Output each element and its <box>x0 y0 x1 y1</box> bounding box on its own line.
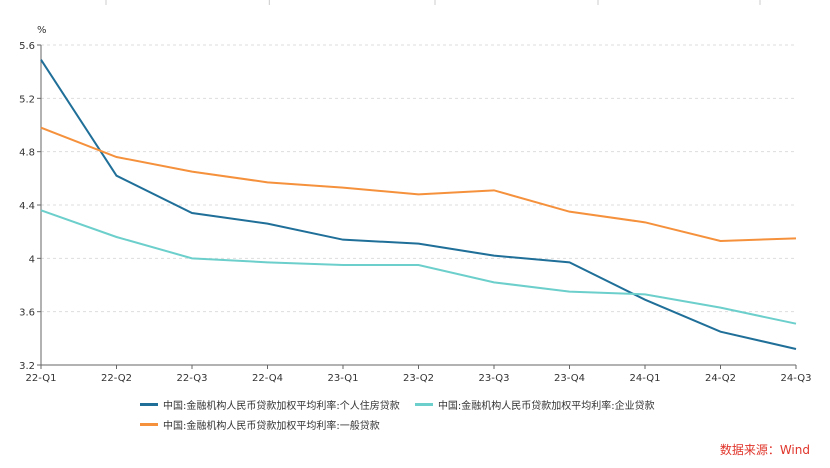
series-line-1 <box>40 209 797 325</box>
data-source: 数据来源：Wind <box>719 443 810 457</box>
legend-label: 中国:金融机构人民币贷款加权平均利率:个人住房贷款 <box>163 400 400 412</box>
x-tick-label: 24-Q3 <box>781 373 812 384</box>
legend-swatch <box>414 402 433 406</box>
legend-item-general: 中国:金融机构人民币贷款加权平均利率:一般贷款 <box>140 414 380 434</box>
y-axis-unit: % <box>37 25 47 36</box>
x-tick-label: 23-Q1 <box>328 373 359 384</box>
y-tick-label: 5.2 <box>19 94 35 105</box>
legend-label: 中国:金融机构人民币贷款加权平均利率:一般贷款 <box>163 420 380 432</box>
x-tick-label: 22-Q4 <box>252 373 283 384</box>
x-tick-label: 22-Q2 <box>101 373 132 384</box>
legend: 中国:金融机构人民币贷款加权平均利率:个人住房贷款 中国:金融机构人民币贷款加权… <box>140 394 740 434</box>
y-tick-label: 4.8 <box>19 148 35 159</box>
legend-item-enterprise: 中国:金融机构人民币贷款加权平均利率:企业贷款 <box>414 394 655 414</box>
y-tick-label: 5.6 <box>19 41 35 52</box>
x-tick-label: 23-Q4 <box>554 373 585 384</box>
x-tick-label: 23-Q2 <box>403 373 434 384</box>
y-tick-label: 3.2 <box>19 361 35 372</box>
x-tick-label: 23-Q3 <box>479 373 510 384</box>
legend-label: 中国:金融机构人民币贷款加权平均利率:企业贷款 <box>437 400 655 412</box>
legend-swatch <box>140 422 158 426</box>
y-tick-label: 4 <box>29 254 35 265</box>
x-tick-label: 24-Q2 <box>705 373 736 384</box>
y-tick-label: 4.4 <box>19 201 35 212</box>
series-line-0 <box>40 59 797 350</box>
x-tick-label: 24-Q1 <box>630 373 661 384</box>
series-line-2 <box>40 126 797 243</box>
legend-swatch <box>140 402 158 406</box>
legend-item-housing: 中国:金融机构人民币贷款加权平均利率:个人住房贷款 <box>140 394 400 414</box>
y-tick-label: 3.6 <box>19 308 35 319</box>
x-tick-label: 22-Q3 <box>177 373 208 384</box>
x-tick-label: 22-Q1 <box>26 373 57 384</box>
